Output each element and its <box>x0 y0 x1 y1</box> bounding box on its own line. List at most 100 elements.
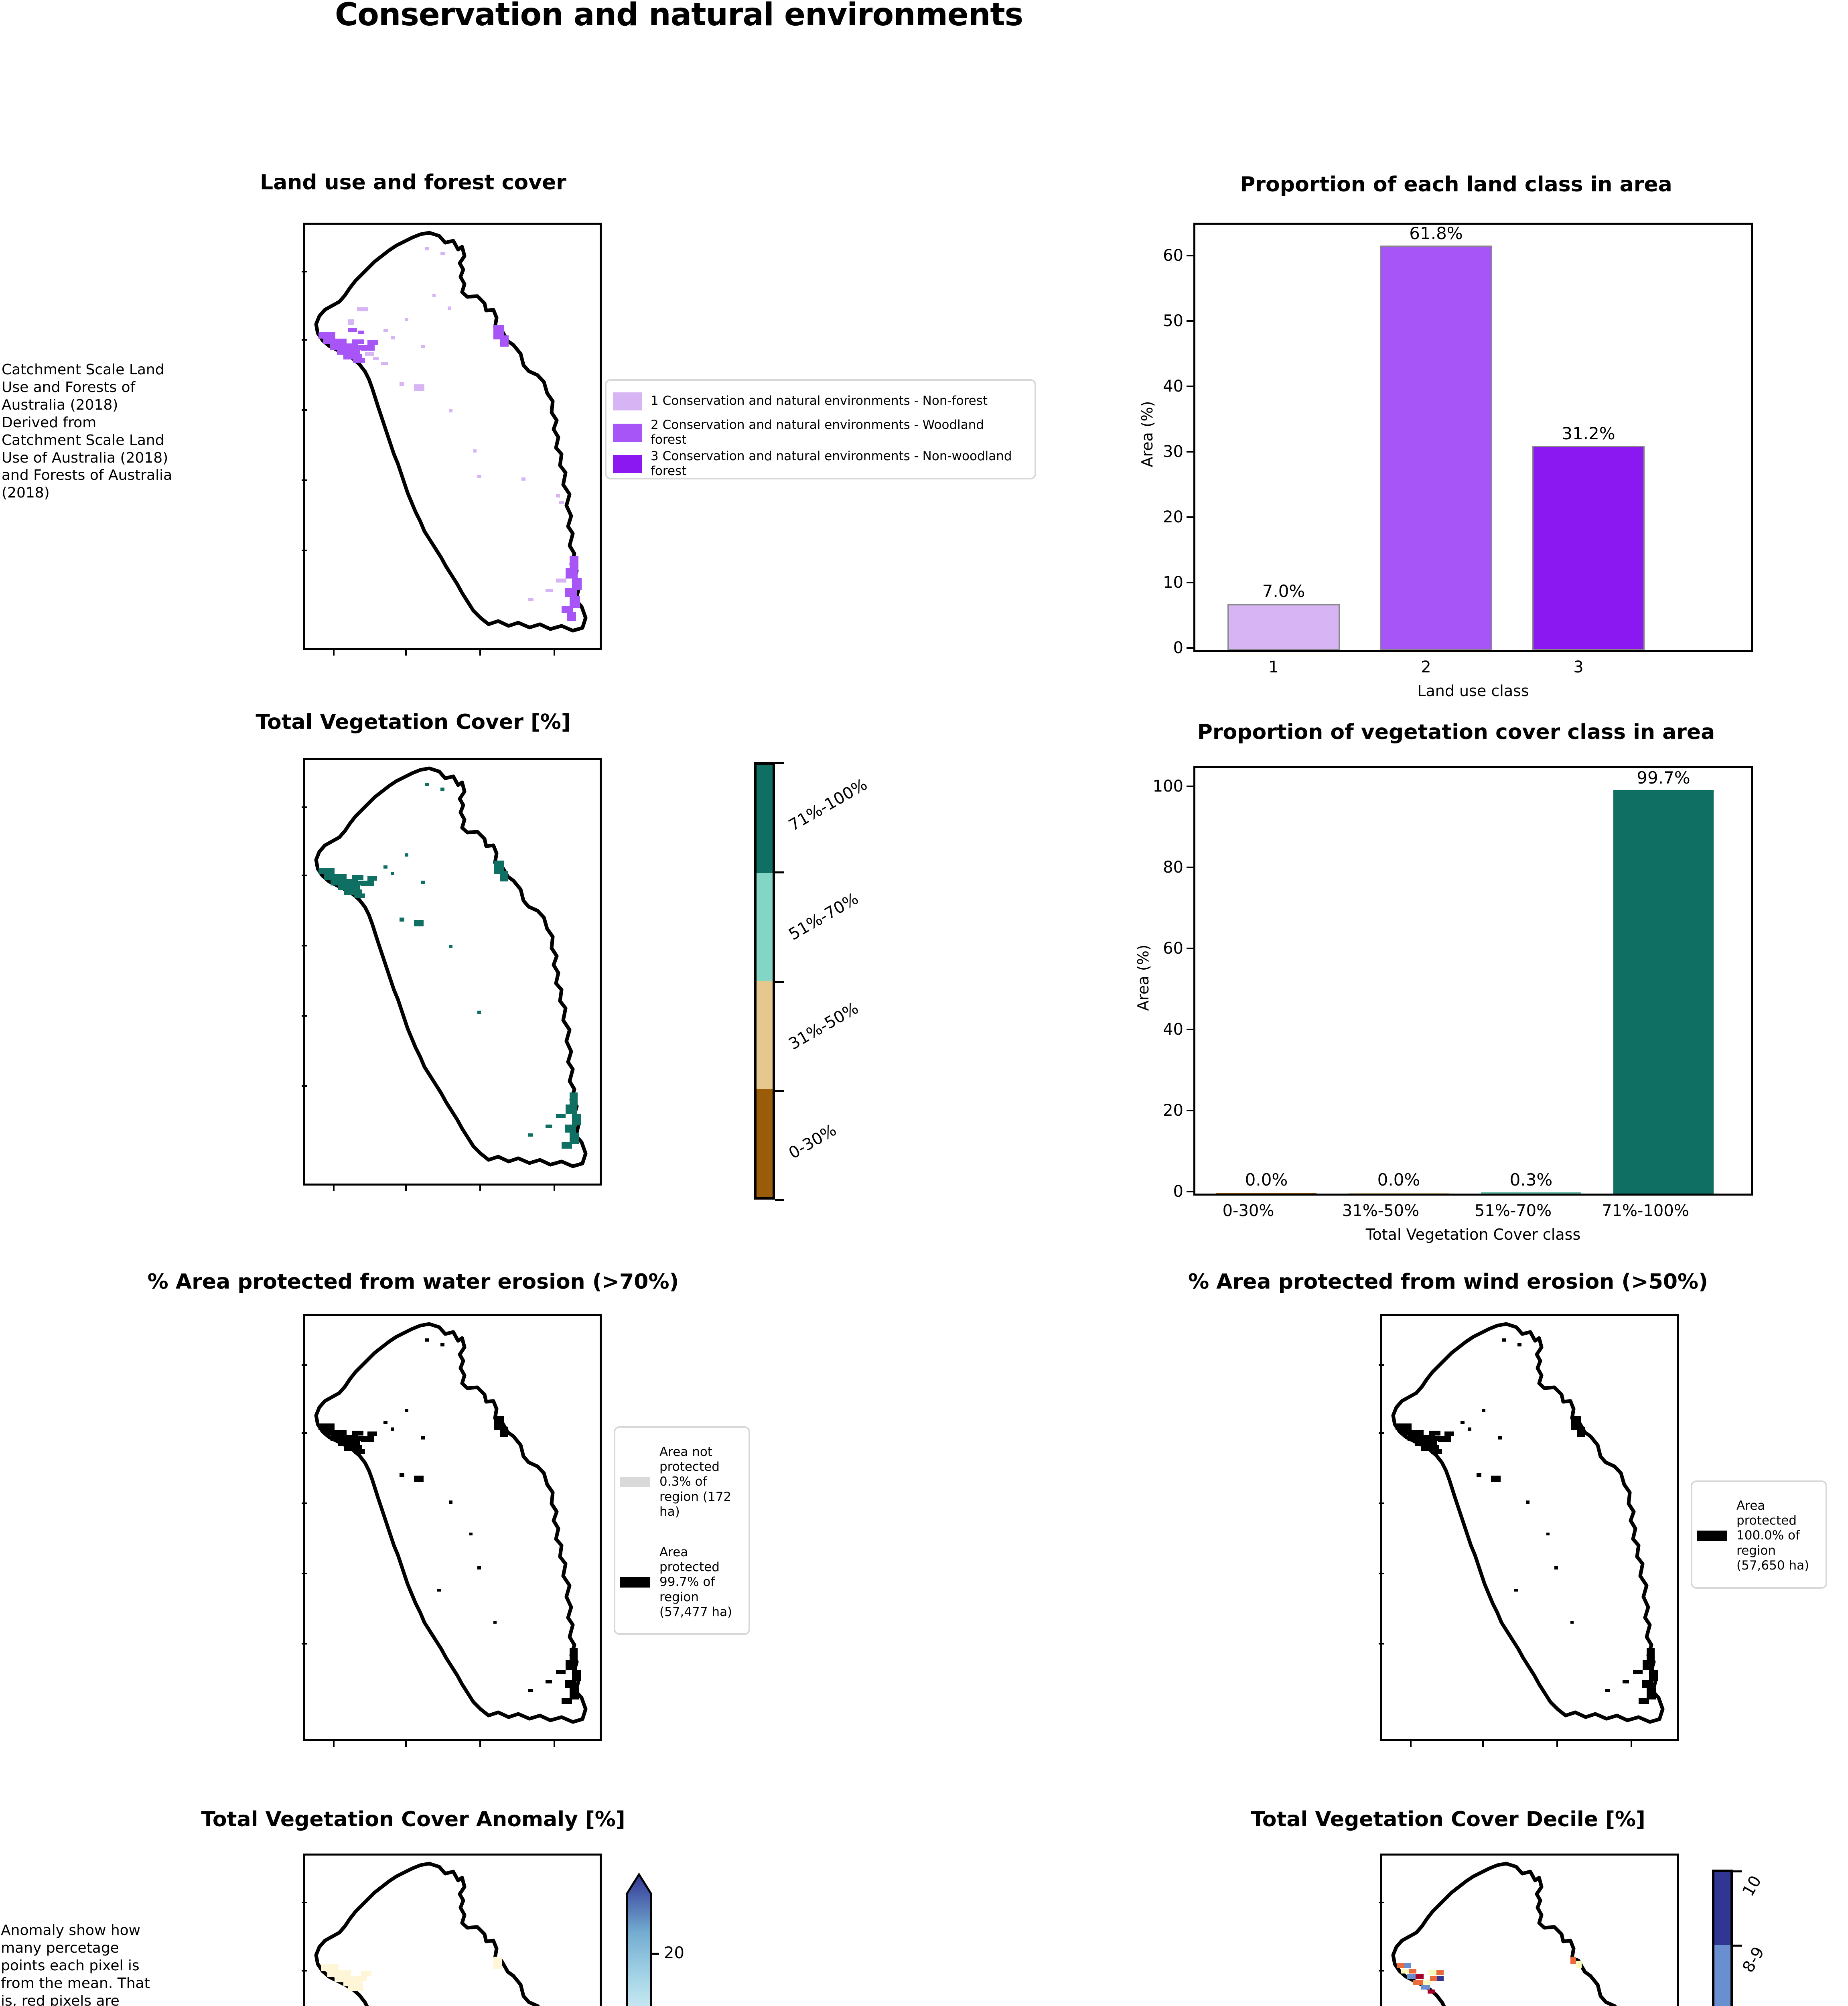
x-tick-label: 0-30% <box>1222 1202 1274 1220</box>
legend-swatch-protected <box>620 1577 650 1588</box>
map-tick <box>479 650 481 656</box>
bar-value-label: 0.0% <box>1245 1170 1288 1190</box>
land-use-source-note: Catchment Scale Land Use and Forests of … <box>2 361 172 502</box>
cbar-tick <box>1733 1870 1742 1872</box>
legend-item: Area protected 99.7% of region (57,477 h… <box>620 1532 744 1632</box>
map-tick <box>302 339 307 341</box>
bar-value-label: 61.8% <box>1409 223 1463 243</box>
veg-cover-map <box>303 758 602 1186</box>
map-tick <box>302 1970 307 1971</box>
map-tick <box>1379 1970 1384 1971</box>
map-tick <box>302 271 307 272</box>
map-tick <box>1379 1502 1384 1504</box>
cbar-seg-8-9 <box>1714 1945 1730 2006</box>
veg-cover-colorbar <box>754 762 775 1200</box>
legend-label: 2 Conservation and natural environments … <box>651 417 984 447</box>
legend-swatch-nonwoodland <box>613 455 642 473</box>
map-tick <box>1410 1741 1412 1747</box>
legend-item: 2 Conservation and natural environments … <box>613 417 1028 448</box>
veg-class-chart-title: Proportion of vegetation cover class in … <box>1197 720 1715 744</box>
land-class-chart-plot: 7.0% 61.8% 31.2% <box>1193 223 1753 652</box>
legend-item: 3 Conservation and natural environments … <box>613 448 1028 479</box>
bar <box>1216 1193 1317 1194</box>
anomaly-colorbar <box>620 1870 688 2006</box>
land-use-map <box>303 223 602 650</box>
y-tick <box>1187 516 1194 518</box>
wind-erosion-legend: Area protected 100.0% of region (57,650 … <box>1691 1480 1827 1589</box>
map-tick <box>554 1741 555 1747</box>
y-tick <box>1187 1191 1194 1192</box>
cbar-tick <box>1733 1945 1742 1947</box>
legend-label: Area protected 100.0% of region (57,650 … <box>1736 1498 1809 1573</box>
cbar-label: 71%-100% <box>785 775 871 835</box>
x-tick-label: 31%-50% <box>1342 1202 1420 1220</box>
anomaly-map-title: Total Vegetation Cover Anomaly [%] <box>201 1807 625 1831</box>
x-tick-label: 51%-70% <box>1474 1202 1552 1220</box>
map-tick <box>1379 1432 1384 1434</box>
y-tick <box>1187 255 1194 256</box>
legend-label: Area protected 99.7% of region (57,477 h… <box>659 1545 732 1619</box>
page-title: Conservation and natural environments <box>335 0 1023 33</box>
decile-colorbar <box>1712 1870 1733 2006</box>
map-tick <box>302 1643 307 1645</box>
x-tick-label: 2 <box>1421 658 1431 676</box>
y-tick <box>1187 1029 1194 1030</box>
map-tick <box>554 650 555 656</box>
legend-swatch-nonforest <box>613 392 642 410</box>
cbar-label: 8-9 <box>1739 1943 1768 1976</box>
map-tick <box>1556 1741 1558 1747</box>
map-tick <box>333 1186 335 1191</box>
map-tick <box>479 1186 481 1191</box>
map-tick <box>302 1432 307 1434</box>
bar-value-label: 31.2% <box>1562 424 1615 443</box>
map-tick <box>405 1741 407 1747</box>
map-tick <box>302 1902 307 1903</box>
y-tick-label: 20 <box>1163 1101 1183 1120</box>
x-axis-label: Total Vegetation Cover class <box>1365 1226 1581 1243</box>
cbar-seg-10 <box>1714 1872 1730 1945</box>
bar <box>1227 604 1340 650</box>
map-tick <box>302 945 307 946</box>
cbar-seg-51-70 <box>757 873 773 981</box>
y-tick-label: 50 <box>1163 312 1183 330</box>
legend-label: 3 Conservation and natural environments … <box>651 449 1012 478</box>
map-tick <box>302 550 307 551</box>
y-tick-label: 60 <box>1163 246 1183 265</box>
cbar-tick <box>775 1090 784 1092</box>
map-tick <box>302 875 307 876</box>
map-tick <box>405 1186 407 1191</box>
bar <box>1349 1193 1449 1194</box>
cbar-tick <box>775 762 784 764</box>
x-axis-label: Land use class <box>1417 682 1529 700</box>
map-tick <box>405 650 407 656</box>
y-tick-label: 100 <box>1152 777 1183 796</box>
map-tick <box>1631 1741 1632 1747</box>
water-erosion-legend: Area not protected 0.3% of region (172 h… <box>614 1426 750 1635</box>
cbar-tick <box>775 1199 784 1201</box>
x-tick-label: 1 <box>1268 658 1279 676</box>
wind-erosion-map-title: % Area protected from wind erosion (>50%… <box>1188 1270 1708 1294</box>
bar-value-label: 0.3% <box>1509 1170 1553 1190</box>
x-tick-label: 3 <box>1573 658 1584 676</box>
veg-class-chart-plot: 0.0% 0.0% 0.3% 99.7% <box>1193 766 1753 1196</box>
y-tick-label: 40 <box>1163 1020 1183 1039</box>
legend-swatch-woodland <box>613 423 642 442</box>
cbar-tick <box>775 981 784 983</box>
legend-label: 1 Conservation and natural environments … <box>651 394 988 408</box>
y-tick <box>1187 451 1194 453</box>
legend-label: Area not protected 0.3% of region (172 h… <box>659 1445 732 1519</box>
decile-map <box>1380 1854 1679 2006</box>
y-tick-label: 40 <box>1163 377 1183 396</box>
legend-item: 1 Conservation and natural environments … <box>613 386 1028 417</box>
y-tick <box>1187 786 1194 787</box>
y-tick-label: 0 <box>1173 1182 1183 1201</box>
cbar-seg-0-30 <box>757 1089 773 1197</box>
map-tick <box>302 1573 307 1574</box>
map-tick <box>302 409 307 411</box>
water-erosion-map-title: % Area protected from water erosion (>70… <box>147 1270 679 1294</box>
cbar-label: 51%-70% <box>785 889 862 944</box>
y-tick <box>1187 1110 1194 1111</box>
legend-swatch-protected <box>1697 1531 1727 1541</box>
map-tick <box>1379 1643 1384 1645</box>
bar <box>1613 790 1714 1194</box>
